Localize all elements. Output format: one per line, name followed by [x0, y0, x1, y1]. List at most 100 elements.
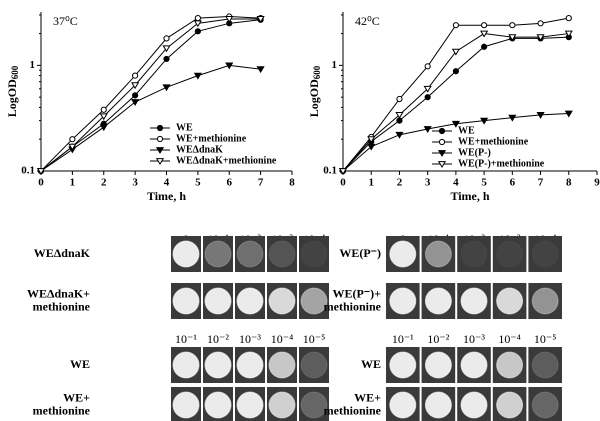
- legend-label: WE: [458, 125, 475, 136]
- colony-spot: [236, 240, 264, 268]
- marker: [438, 138, 446, 146]
- colony-spot: [496, 391, 524, 419]
- marker: [537, 20, 544, 27]
- colony-spot: [389, 240, 417, 268]
- marker: [256, 66, 265, 74]
- x-tick-label: 1: [70, 177, 76, 189]
- marker: [225, 16, 234, 23]
- colony-spot: [236, 391, 264, 419]
- colony-spot: [532, 241, 559, 267]
- colony-spot: [204, 351, 232, 379]
- marker: [338, 168, 348, 175]
- marker: [451, 48, 460, 56]
- colony-spot: [172, 240, 200, 268]
- marker: [451, 120, 460, 128]
- y-axis-label-sub: 600: [10, 65, 20, 79]
- plate-photo: [235, 236, 265, 272]
- strain-label: WE(P⁻): [339, 246, 381, 260]
- marker: [36, 168, 46, 175]
- colony-spot: [301, 241, 327, 267]
- colony-spot: [268, 287, 296, 315]
- colony-spot: [389, 287, 417, 315]
- marker: [155, 147, 165, 154]
- dilution-label: 10⁻³: [463, 332, 485, 346]
- marker: [481, 43, 488, 50]
- strain-label: WE+: [354, 390, 381, 404]
- marker: [423, 126, 432, 133]
- colony-spot: [204, 287, 232, 315]
- marker: [437, 161, 447, 168]
- x-tick-label: 2: [397, 177, 403, 189]
- colony-spot: [460, 391, 488, 419]
- marker: [423, 85, 432, 93]
- marker: [564, 110, 573, 118]
- marker: [396, 95, 403, 103]
- line: [40, 64, 261, 172]
- x-tick-label: 0: [340, 177, 346, 189]
- x-tick-label: 8: [289, 177, 295, 189]
- colony-spot: [172, 287, 200, 315]
- colony-spot: [461, 241, 487, 267]
- plate-photo: [457, 236, 491, 272]
- strain-label: WE+: [63, 390, 90, 404]
- strain-label: methionine: [33, 299, 91, 313]
- x-tick-label: 4: [453, 177, 459, 189]
- marker: [225, 62, 234, 70]
- legend-label: WEΔdnaK+methionine: [176, 155, 277, 166]
- marker: [452, 68, 459, 75]
- plate-photo: [267, 236, 297, 272]
- marker: [194, 15, 201, 22]
- marker: [131, 82, 140, 90]
- y-tick-label: 0.1: [323, 165, 337, 177]
- marker: [155, 158, 165, 165]
- marker: [132, 72, 139, 79]
- plate-photo: [299, 236, 329, 272]
- line: [40, 16, 261, 172]
- marker: [193, 20, 202, 28]
- y-axis-label-sub: 600: [312, 65, 322, 79]
- colony-spot: [424, 240, 452, 268]
- strain-label: WE: [361, 357, 381, 371]
- legend-label: WE(P-): [458, 147, 491, 158]
- plate-photo: [203, 236, 233, 272]
- dilution-label: 10⁻²: [427, 332, 449, 346]
- marker: [99, 113, 108, 121]
- x-axis-label: Time, h: [450, 189, 489, 203]
- plate-photo: [528, 347, 562, 383]
- plate-photo: [299, 387, 329, 421]
- marker: [424, 63, 431, 70]
- colony-spot: [424, 287, 452, 315]
- marker: [565, 15, 572, 22]
- legend-label: WE+methionine: [176, 133, 247, 144]
- colony-spot: [531, 351, 559, 379]
- strain-label: WEΔdnaK+: [27, 286, 90, 300]
- marker: [99, 124, 108, 132]
- x-tick-label: 2: [101, 177, 107, 189]
- marker: [100, 106, 107, 113]
- colony-spot: [389, 351, 417, 379]
- y-axis-label-text: LogOD: [5, 79, 19, 117]
- marker: [508, 34, 517, 42]
- marker: [395, 131, 404, 139]
- colony-spot: [236, 287, 264, 315]
- legend-label: WE: [176, 122, 193, 133]
- x-tick-label: 6: [510, 177, 516, 189]
- marker: [509, 22, 516, 29]
- colony-spot: [204, 391, 232, 419]
- plate-photo: [492, 236, 527, 272]
- dilution-label: 10⁻¹: [392, 332, 414, 346]
- colony-spot: [424, 351, 452, 379]
- marker: [156, 135, 164, 143]
- strain-label: WEΔdnaK: [34, 246, 91, 260]
- marker: [69, 136, 76, 143]
- colony-spot: [531, 287, 559, 315]
- colony-spot: [300, 391, 328, 419]
- colony-spot: [236, 351, 264, 379]
- marker: [163, 55, 170, 63]
- marker: [395, 111, 404, 119]
- x-tick-label: 5: [195, 177, 201, 189]
- strain-label: WE: [70, 357, 90, 371]
- x-tick-label: 6: [227, 177, 233, 189]
- y-axis-label: LogOD600: [5, 65, 20, 117]
